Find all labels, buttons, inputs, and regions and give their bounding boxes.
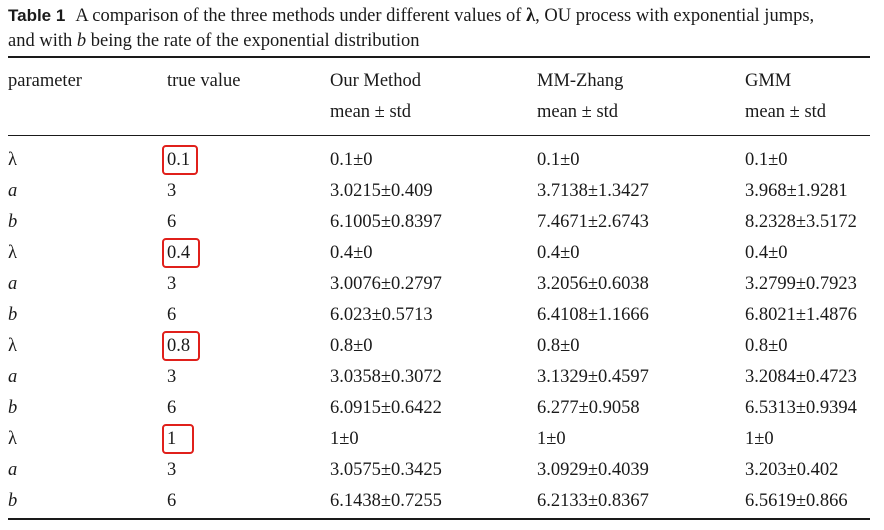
cell-gmm: 6.8021±1.4876	[745, 305, 857, 325]
cell-parameter: a	[8, 460, 18, 480]
caption-line2-var: b	[76, 31, 87, 51]
table-label: Table 1	[8, 6, 66, 25]
table-row: b 6 6.1438±0.7255 6.2133±0.8367 6.5619±0.866	[0, 486, 884, 517]
header-mm-zhang: MM-Zhang	[537, 71, 624, 91]
cell-parameter: b	[8, 398, 18, 418]
cell-our-method: 6.023±0.5713	[330, 305, 433, 325]
cell-mm-zhang: 1±0	[537, 429, 566, 449]
subheader-gmm: mean ± std	[745, 102, 827, 122]
cell-mm-zhang: 0.4±0	[537, 243, 580, 263]
cell-true-value: 6	[167, 398, 177, 418]
table-row: λ 1 1±0 1±0 1±0	[0, 424, 884, 455]
table-row: b 6 6.023±0.5713 6.4108±1.1666 6.8021±1.4876	[0, 300, 884, 331]
cell-gmm: 6.5313±0.9394	[745, 398, 857, 418]
cell-our-method: 0.4±0	[330, 243, 373, 263]
cell-true-value: 6	[167, 305, 177, 325]
cell-true-value: 3	[167, 367, 177, 387]
cell-parameter: a	[8, 367, 18, 387]
cell-mm-zhang: 6.2133±0.8367	[537, 491, 649, 511]
cell-true-value: 6	[167, 212, 177, 232]
cell-our-method: 3.0575±0.3425	[330, 460, 442, 480]
cell-true-value: 1	[167, 429, 177, 449]
cell-our-method: 6.0915±0.6422	[330, 398, 442, 418]
table-row: a 3 3.0215±0.409 3.7138±1.3427 3.968±1.9281	[0, 176, 884, 207]
highlight-box	[162, 331, 200, 361]
cell-parameter: b	[8, 491, 18, 511]
highlight-box	[162, 145, 198, 175]
cell-gmm: 3.203±0.402	[745, 460, 839, 480]
table-row: a 3 3.0076±0.2797 3.2056±0.6038 3.2799±0.792…	[0, 269, 884, 300]
cell-our-method: 6.1438±0.7255	[330, 491, 442, 511]
caption-text-post: , OU process with exponential jumps,	[535, 6, 815, 26]
cell-mm-zhang: 6.4108±1.1666	[537, 305, 649, 325]
cell-our-method: 3.0076±0.2797	[330, 274, 442, 294]
header-parameter: parameter	[8, 71, 82, 91]
cell-parameter: a	[8, 181, 18, 201]
cell-parameter: λ	[8, 429, 17, 449]
cell-gmm: 0.8±0	[745, 336, 788, 356]
caption-line2-pre: and with	[8, 31, 77, 51]
cell-mm-zhang: 3.0929±0.4039	[537, 460, 649, 480]
cell-parameter: b	[8, 305, 18, 325]
table-row: λ 0.1 0.1±0 0.1±0 0.1±0	[0, 145, 884, 176]
cell-gmm: 1±0	[745, 429, 774, 449]
table-row: a 3 3.0575±0.3425 3.0929±0.4039 3.203±0.402	[0, 455, 884, 486]
caption-text-pre: A comparison of the three methods under …	[75, 6, 527, 26]
highlight-box	[162, 424, 194, 454]
cell-gmm: 0.1±0	[745, 150, 788, 170]
cell-mm-zhang: 7.4671±2.6743	[537, 212, 649, 232]
header-our-method: Our Method	[330, 71, 421, 91]
cell-our-method: 1±0	[330, 429, 359, 449]
cell-true-value: 6	[167, 491, 177, 511]
subheader-our-method: mean ± std	[330, 102, 412, 122]
cell-mm-zhang: 0.8±0	[537, 336, 580, 356]
cell-gmm: 8.2328±3.5172	[745, 212, 857, 232]
table-row: λ 0.8 0.8±0 0.8±0 0.8±0	[0, 331, 884, 362]
cell-our-method: 0.8±0	[330, 336, 373, 356]
cell-gmm: 6.5619±0.866	[745, 491, 848, 511]
cell-true-value: 0.1	[167, 150, 191, 170]
header-gmm: GMM	[745, 71, 792, 91]
cell-true-value: 3	[167, 181, 177, 201]
header-true-value: true value	[167, 71, 241, 91]
caption-lambda-symbol: λ	[526, 6, 536, 26]
table-bottom-rule	[8, 518, 870, 520]
cell-true-value: 0.8	[167, 336, 191, 356]
table-top-rule	[8, 56, 870, 58]
caption-line2-post: being the rate of the exponential distri…	[86, 31, 420, 51]
cell-gmm: 0.4±0	[745, 243, 788, 263]
cell-our-method: 3.0215±0.409	[330, 181, 433, 201]
cell-parameter: λ	[8, 243, 17, 263]
table-caption: Table 1 A comparison of the three methods…	[8, 3, 876, 54]
cell-mm-zhang: 3.1329±0.4597	[537, 367, 649, 387]
cell-gmm: 3.2084±0.4723	[745, 367, 857, 387]
table-row: b 6 6.0915±0.6422 6.277±0.9058 6.5313±0.9394	[0, 393, 884, 424]
cell-mm-zhang: 0.1±0	[537, 150, 580, 170]
cell-parameter: a	[8, 274, 18, 294]
cell-mm-zhang: 3.2056±0.6038	[537, 274, 649, 294]
cell-gmm: 3.2799±0.7923	[745, 274, 857, 294]
cell-mm-zhang: 6.277±0.9058	[537, 398, 640, 418]
caption-line-1: Table 1 A comparison of the three methods…	[8, 3, 876, 29]
cell-true-value: 0.4	[167, 243, 191, 263]
cell-parameter: λ	[8, 150, 17, 170]
table-row: λ 0.4 0.4±0 0.4±0 0.4±0	[0, 238, 884, 269]
highlight-box	[162, 238, 200, 268]
cell-our-method: 6.1005±0.8397	[330, 212, 442, 232]
table-row: a 3 3.0358±0.3072 3.1329±0.4597 3.2084±0.472…	[0, 362, 884, 393]
cell-our-method: 0.1±0	[330, 150, 373, 170]
subheader-mm-zhang: mean ± std	[537, 102, 619, 122]
cell-true-value: 3	[167, 274, 177, 294]
cell-our-method: 3.0358±0.3072	[330, 367, 442, 387]
cell-gmm: 3.968±1.9281	[745, 181, 848, 201]
cell-parameter: λ	[8, 336, 17, 356]
table-header-rule	[8, 135, 870, 136]
cell-mm-zhang: 3.7138±1.3427	[537, 181, 649, 201]
table-row: b 6 6.1005±0.8397 7.4671±2.6743 8.2328±3.517…	[0, 207, 884, 238]
caption-line-2: and with b being the rate of the exponen…	[8, 29, 876, 54]
cell-true-value: 3	[167, 460, 177, 480]
cell-parameter: b	[8, 212, 18, 232]
